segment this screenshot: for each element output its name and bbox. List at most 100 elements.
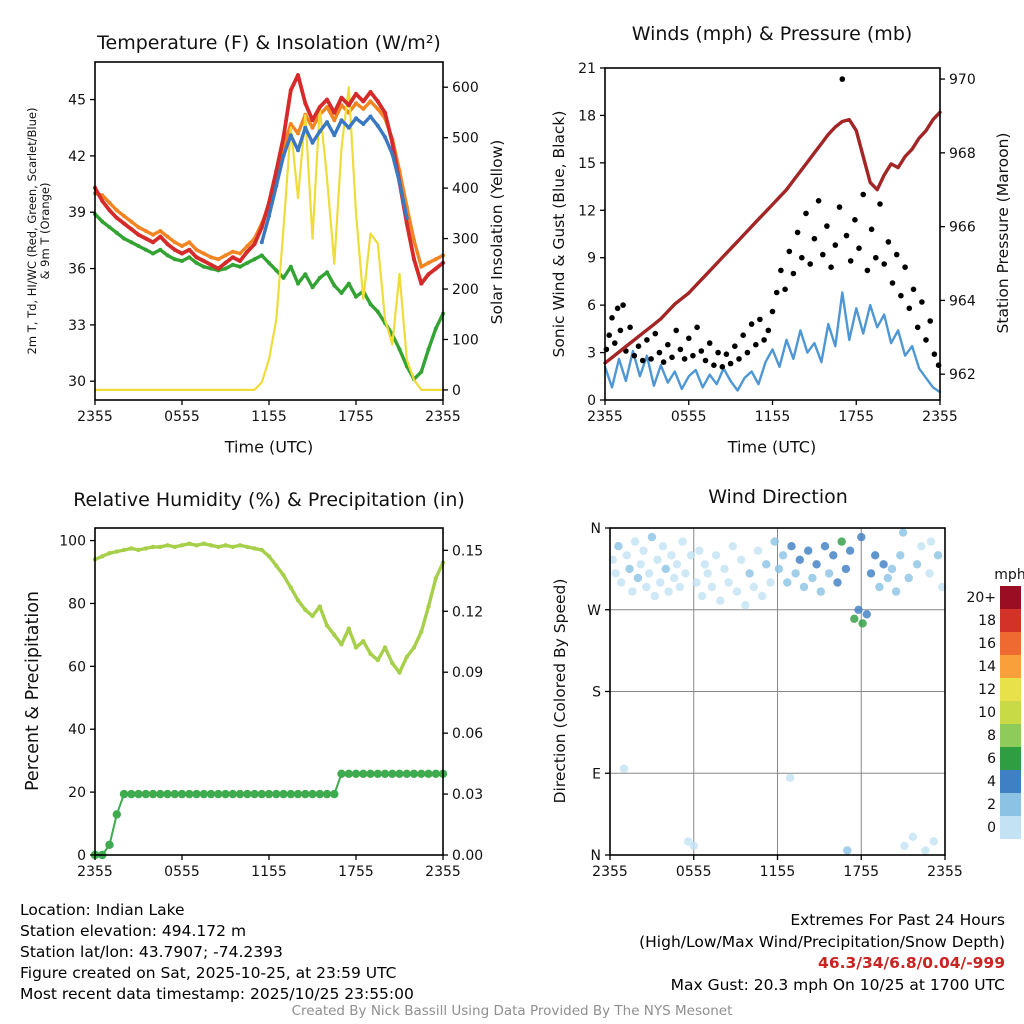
svg-text:1155: 1155 [251,409,287,425]
svg-text:0: 0 [452,383,461,399]
svg-text:0555: 0555 [164,409,200,425]
chart-title-temperature: Temperature (F) & Insolation (W/m²) [97,32,441,54]
svg-text:970: 970 [949,72,976,88]
station-metadata: Location: Indian Lake Station elevation:… [20,900,414,1005]
svg-text:2355: 2355 [425,864,461,880]
svg-text:0.03: 0.03 [452,787,483,803]
svg-text:N: N [591,521,601,537]
svg-text:36: 36 [68,262,86,278]
svg-text:8: 8 [987,728,996,744]
temp-left-axis-label: 2m T, Td, HI/WC (Red, Green, Scarlet/Blu… [25,108,52,355]
svg-text:3: 3 [587,346,596,362]
svg-text:14: 14 [978,659,996,675]
max-gust: Max Gust: 20.3 mph On 10/25 at 1700 UTC [670,975,1005,994]
data-timestamp: Most recent data timestamp: 2025/10/25 2… [20,985,414,1003]
svg-text:6: 6 [987,751,996,767]
svg-text:0.06: 0.06 [452,726,483,742]
svg-text:1755: 1755 [843,864,879,880]
svg-text:4: 4 [987,774,996,790]
svg-text:2355: 2355 [927,864,963,880]
wind-speed-legend: mph 20+ 18 16 14 12 10 8 6 4 2 0 [966,567,1024,839]
svg-text:400: 400 [452,181,479,197]
svg-text:2355: 2355 [77,409,113,425]
station-elevation: Station elevation: 494.172 m [20,922,247,940]
svg-text:200: 200 [452,282,479,298]
svg-text:15: 15 [578,156,596,172]
svg-text:0: 0 [987,820,996,836]
svg-text:0555: 0555 [671,409,707,425]
svg-text:9: 9 [587,251,596,267]
svg-text:966: 966 [949,220,976,236]
winds-x-axis-label: Time (UTC) [727,437,817,457]
svg-text:0: 0 [77,848,86,864]
figure-created: Figure created on Sat, 2025-10-25, at 23… [20,964,397,982]
svg-text:12: 12 [578,203,596,219]
svg-text:20: 20 [68,785,86,801]
svg-text:80: 80 [68,596,86,612]
svg-text:0555: 0555 [164,864,200,880]
svg-text:39: 39 [68,205,86,221]
extremes-block: Extremes For Past 24 Hours (High/Low/Max… [639,910,1005,996]
temp-x-axis-label: Time (UTC) [224,437,314,457]
temperature-insolation-plot: 2355 0555 1155 1755 2355 30 33 36 39 42 45 0 100 200 3… [68,61,479,425]
svg-text:962: 962 [949,367,976,383]
chart-title-wind-direction: Wind Direction [708,486,848,508]
credit-line: Created By Nick Bassill Using Data Provi… [291,1003,733,1019]
svg-text:0.00: 0.00 [452,848,483,864]
svg-text:1755: 1755 [838,409,874,425]
svg-text:16: 16 [978,636,996,652]
svg-text:600: 600 [452,80,479,96]
svg-text:100: 100 [59,534,86,550]
svg-text:18: 18 [978,613,996,629]
humidity-precip-plot: 2355 0555 1155 1755 23550204060801000.000.03… [59,527,483,880]
svg-text:N: N [591,848,601,864]
svg-text:30: 30 [68,374,86,390]
svg-text:1755: 1755 [338,864,374,880]
svg-text:0555: 0555 [676,864,712,880]
svg-text:300: 300 [452,232,479,248]
svg-text:500: 500 [452,131,479,147]
svg-text:45: 45 [68,93,86,109]
pressure-right-axis-label: Station Pressure (Maroon) [994,132,1012,334]
humidity-left-axis-label: Percent & Precipitation [23,590,43,792]
svg-text:2355: 2355 [425,409,461,425]
svg-text:6: 6 [587,298,596,314]
svg-text:0.12: 0.12 [452,604,483,620]
svg-text:21: 21 [578,61,596,77]
svg-text:2355: 2355 [77,864,113,880]
insolation-right-axis-label: Solar Insolation (Yellow) [488,139,506,325]
svg-text:2355: 2355 [587,409,623,425]
svg-text:968: 968 [949,146,976,162]
svg-text:S: S [592,685,601,701]
svg-text:0.09: 0.09 [452,665,483,681]
svg-text:E: E [592,766,601,782]
svg-text:100: 100 [452,332,479,348]
chart-title-humidity: Relative Humidity (%) & Precipitation (i… [73,489,465,511]
direction-left-axis-label: Direction (Colored By Speed) [551,578,569,804]
svg-text:1155: 1155 [755,409,791,425]
svg-text:18: 18 [578,108,596,124]
svg-text:2: 2 [987,797,996,813]
wind-left-axis-label: Sonic Wind & Gust (Blue, Black) [550,110,568,358]
svg-text:10: 10 [978,705,996,721]
station-location: Location: Indian Lake [20,901,185,919]
svg-text:20+: 20+ [966,590,996,606]
svg-text:1755: 1755 [338,409,374,425]
svg-text:60: 60 [68,659,86,675]
svg-text:40: 40 [68,722,86,738]
chart-title-winds: Winds (mph) & Pressure (mb) [631,23,913,45]
svg-text:1155: 1155 [251,864,287,880]
temp-left-axis-label-line2: & 9m T (Orange) [38,182,52,280]
svg-text:W: W [587,603,601,619]
svg-text:1155: 1155 [760,864,796,880]
svg-text:2355: 2355 [922,409,958,425]
extremes-title: Extremes For Past 24 Hours [790,911,1005,929]
svg-text:42: 42 [68,149,86,165]
svg-text:2355: 2355 [592,864,628,880]
winds-pressure-plot: 2355 0555 1155 1755 235503691215182196296496… [578,61,976,425]
svg-text:mph: mph [994,567,1024,583]
svg-text:12: 12 [978,682,996,698]
